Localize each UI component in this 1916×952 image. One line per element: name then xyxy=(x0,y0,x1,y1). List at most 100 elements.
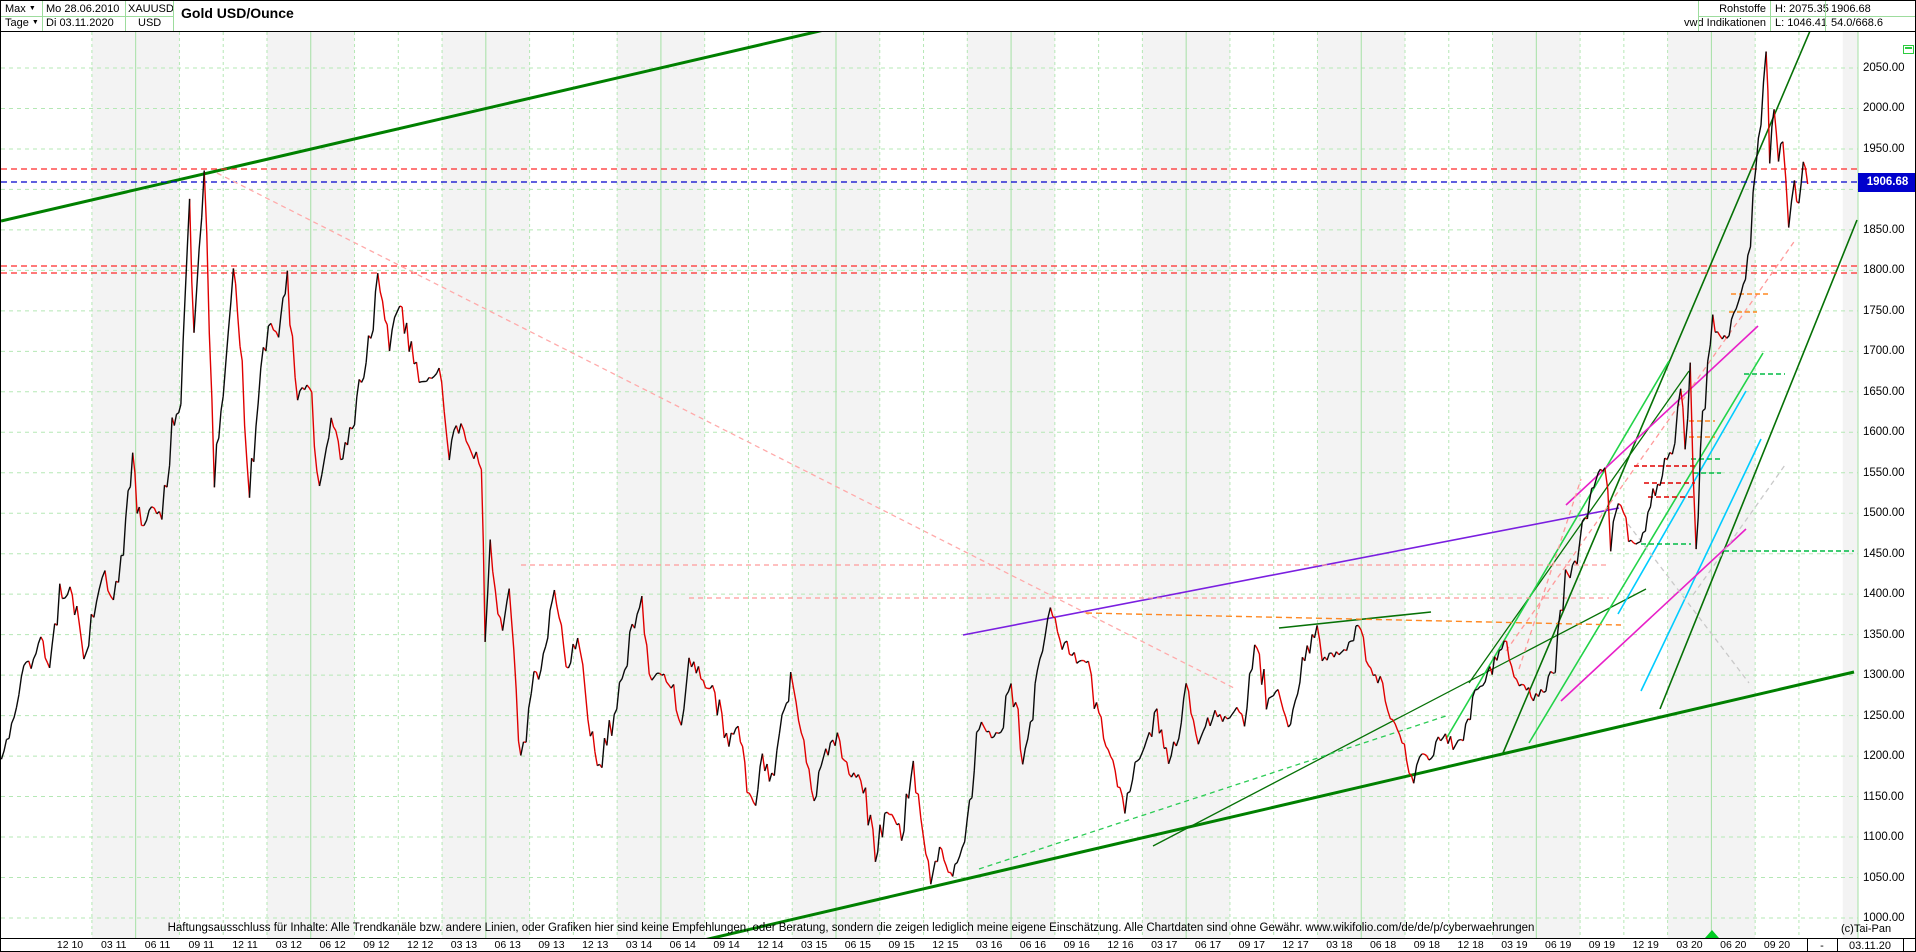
price-axis-label: 1150.00 xyxy=(1863,790,1904,803)
price-axis-label: 1800.00 xyxy=(1863,264,1905,277)
price-axis-label: 1200.00 xyxy=(1863,750,1905,763)
current-bar-marker-icon xyxy=(1705,930,1719,938)
date-axis-label: 09 19 xyxy=(1588,939,1616,951)
trendline[interactable] xyxy=(1627,523,1750,684)
trendline[interactable] xyxy=(1152,588,1647,847)
date-axis-label: 06 16 xyxy=(1019,939,1047,951)
date-axis-label: 12 17 xyxy=(1282,939,1309,951)
trendline[interactable] xyxy=(1278,611,1432,629)
x-axis-line xyxy=(1,938,1915,939)
date-axis-label: 12 11 xyxy=(232,939,258,951)
date-axis-label: 09 17 xyxy=(1238,939,1265,951)
axis-current-date-cell: 03.11.20 xyxy=(1848,940,1891,952)
price-axis-label: 1500.00 xyxy=(1863,507,1905,520)
date-axis-label: 03 19 xyxy=(1501,939,1528,951)
axis-dash-cell: - xyxy=(1820,940,1824,952)
date-axis-label: 03 14 xyxy=(625,939,653,951)
timeframe-dropdown[interactable]: Tage ▼ xyxy=(5,17,39,29)
price-axis-label: 1700.00 xyxy=(1863,345,1905,358)
price-series-down xyxy=(28,51,1809,885)
trendline[interactable] xyxy=(1640,438,1762,692)
source-label: vwd Indikationen xyxy=(1684,17,1766,29)
price-axis-label: 1650.00 xyxy=(1863,385,1905,398)
price-axis-label: 1350.00 xyxy=(1863,628,1905,641)
date-axis-label: 09 18 xyxy=(1413,939,1440,951)
date-axis-label: 12 14 xyxy=(757,939,784,951)
date-axis-label: 09 14 xyxy=(713,939,740,951)
chart-header: Max ▼ Tage ▼ Mo 28.06.2010 Di 03.11.2020… xyxy=(1,1,1915,32)
trendline[interactable] xyxy=(1560,528,1747,702)
date-axis-label: 03 17 xyxy=(1151,939,1178,951)
date-axis-label: 06 12 xyxy=(319,939,346,951)
trendline[interactable] xyxy=(1085,612,1622,626)
date-axis-label: 12 10 xyxy=(56,939,84,951)
disclaimer-text: Haftungsausschluss für Inhalte: Alle Tre… xyxy=(167,922,1535,934)
date-axis-label: 09 13 xyxy=(538,939,565,951)
price-axis-label: 1600.00 xyxy=(1863,426,1905,439)
price-axis-label: 1000.00 xyxy=(1863,911,1905,924)
trendline[interactable] xyxy=(1617,390,1747,615)
date-axis-label: 06 20 xyxy=(1720,939,1747,951)
date-axis-label: 09 11 xyxy=(188,939,215,951)
symbol-label: XAUUSD xyxy=(128,3,174,15)
chevron-down-icon: ▼ xyxy=(28,5,36,12)
price-axis-label: 1100.00 xyxy=(1863,831,1904,844)
price-series-up xyxy=(1,51,1804,885)
page-title: Gold USD/Ounce xyxy=(181,5,294,21)
trendline[interactable] xyxy=(1659,219,1858,710)
high-value: H: 2075.35 xyxy=(1775,3,1829,15)
trendline[interactable] xyxy=(1445,360,1670,740)
trendline[interactable] xyxy=(1505,238,1797,652)
date-axis-label: 03 20 xyxy=(1676,939,1703,951)
copyright-label: (c)Tai-Pan xyxy=(1841,923,1892,935)
current-price-tag: 1906.68 xyxy=(1858,173,1915,192)
date-axis-label: 06 11 xyxy=(144,939,171,951)
date-axis-label: 03 11 xyxy=(101,939,127,951)
trendline[interactable] xyxy=(704,670,1855,940)
date-axis-label: 03 16 xyxy=(976,939,1003,951)
date-axis-label: 12 13 xyxy=(582,939,609,951)
date-axis-label: 09 16 xyxy=(1063,939,1090,951)
date-axis-label: 12 18 xyxy=(1457,939,1484,951)
date-axis-label: 06 18 xyxy=(1369,939,1397,951)
price-axis-label: 1050.00 xyxy=(1863,871,1905,884)
chevron-down-icon: ▼ xyxy=(31,19,39,26)
price-axis-label: 1550.00 xyxy=(1863,466,1905,479)
last-price: 1906.68 xyxy=(1831,3,1871,15)
price-axis-label: 1300.00 xyxy=(1863,669,1905,682)
price-axis-label: 1250.00 xyxy=(1863,709,1905,722)
trendline[interactable] xyxy=(216,172,1237,690)
date-axis-label: 12 19 xyxy=(1632,939,1659,951)
restore-window-icon[interactable] xyxy=(1903,45,1914,54)
price-axis-label: 2050.00 xyxy=(1863,62,1905,74)
date-axis-label: 06 17 xyxy=(1194,939,1222,951)
price-axis-label: 2000.00 xyxy=(1863,102,1905,115)
trendline[interactable] xyxy=(1,1,949,223)
low-value: L: 1046.41 xyxy=(1775,17,1827,29)
trendline[interactable] xyxy=(1468,370,1690,684)
date-to: Di 03.11.2020 xyxy=(46,17,114,29)
date-axis-label: 06 13 xyxy=(494,939,521,951)
date-axis-label: 09 12 xyxy=(363,939,390,951)
date-axis-label: 03 13 xyxy=(450,939,478,951)
date-axis-label: 06 14 xyxy=(669,939,696,951)
range-dropdown[interactable]: Max ▼ xyxy=(5,3,36,15)
date-axis-label: 03 15 xyxy=(800,939,828,951)
date-axis-label: 09 15 xyxy=(888,939,915,951)
date-from: Mo 28.06.2010 xyxy=(46,3,120,15)
price-axis-label: 1450.00 xyxy=(1863,547,1905,560)
trendline[interactable] xyxy=(978,714,1450,870)
date-axis-label: 12 12 xyxy=(407,939,434,951)
date-axis-label: 09 20 xyxy=(1763,939,1791,951)
trendline[interactable] xyxy=(1518,478,1582,670)
trendline[interactable] xyxy=(962,507,1620,636)
price-axis-label: 1950.00 xyxy=(1863,142,1905,155)
trendline[interactable] xyxy=(1502,31,1811,754)
date-axis-label: 03 12 xyxy=(275,939,302,951)
date-axis-label: 12 15 xyxy=(932,939,959,951)
price-axis-label: 1850.00 xyxy=(1863,223,1905,236)
date-axis-label: 06 19 xyxy=(1545,939,1572,951)
